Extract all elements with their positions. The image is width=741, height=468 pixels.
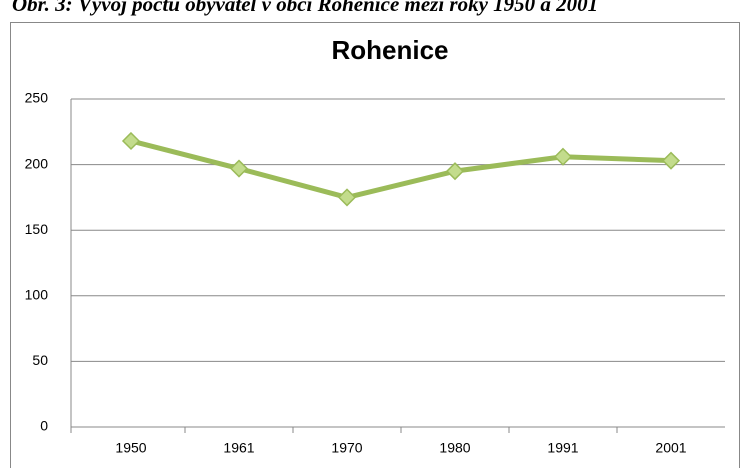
point-marker <box>121 131 141 151</box>
x-tick-label: 1950 <box>115 440 146 456</box>
chart-title: Rohenice <box>331 35 448 65</box>
point-marker <box>229 159 249 178</box>
y-tick-label: 200 <box>25 155 49 171</box>
y-tick-label: 250 <box>25 90 49 106</box>
y-tick-label: 0 <box>40 418 48 434</box>
figure-caption: Obr. 3: Vývoj počtu obyvatel v obci Rohe… <box>12 0 598 16</box>
x-tick-label: 1970 <box>331 440 362 456</box>
point-marker <box>661 151 681 170</box>
series-line <box>130 138 672 200</box>
x-tick-label: 1991 <box>547 440 578 456</box>
y-tick-label: 50 <box>32 352 48 368</box>
chart-frame <box>10 22 740 468</box>
point-marker <box>445 162 465 181</box>
point-marker <box>553 147 573 166</box>
x-tick-label: 2001 <box>655 440 686 456</box>
y-tick-label: 100 <box>25 287 49 303</box>
x-tick-label: 1980 <box>439 440 470 456</box>
y-tick-label: 150 <box>25 221 49 237</box>
x-tick-label: 1961 <box>223 440 254 456</box>
point-marker <box>337 188 357 207</box>
